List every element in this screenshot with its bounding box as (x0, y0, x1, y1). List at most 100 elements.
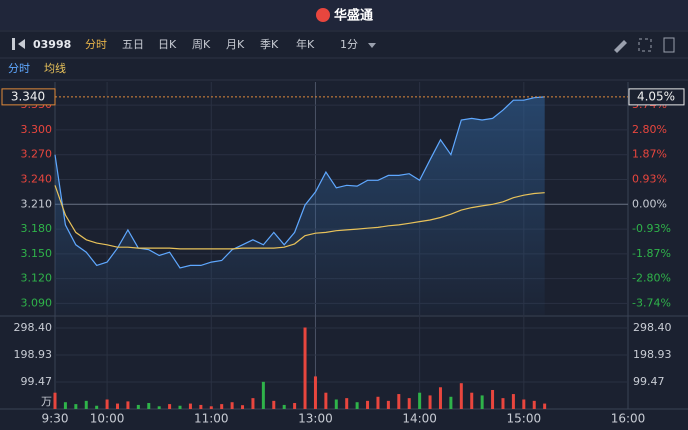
y2-tick-label: 0.00% (632, 197, 667, 210)
volume-bar (386, 400, 390, 409)
x-tick-label: 10:00 (90, 412, 125, 426)
y2-tick-label: 2.80% (632, 123, 667, 136)
tab[interactable]: 年K (296, 37, 315, 51)
x-tick-label: 14:00 (402, 412, 437, 426)
volume-bar (303, 327, 307, 409)
price-area (55, 96, 545, 316)
volume-bar (355, 402, 359, 409)
x-tick-label: 15:00 (507, 412, 542, 426)
x-tick-label: 13:00 (298, 412, 333, 426)
y-tick-label: 99.47 (21, 375, 53, 388)
legend-label: 分时 (8, 62, 30, 75)
tab[interactable]: 周K (192, 38, 211, 51)
y-tick-label: 3.150 (21, 247, 53, 260)
volume-bar (397, 394, 401, 409)
y2-tick-label: 198.93 (633, 348, 672, 361)
last-price-box (1, 88, 56, 106)
volume-bar (522, 399, 526, 409)
y-tick-label: 298.40 (14, 321, 53, 334)
volume-bar (209, 406, 213, 409)
logo-icon (316, 8, 330, 22)
volume-bar (53, 392, 57, 409)
y2-tick-label: -1.87% (632, 247, 671, 260)
volume-bar (324, 392, 328, 409)
stock-code: 03998 (33, 38, 71, 51)
y2-tick-label: 0.93% (632, 173, 667, 186)
last-change-label: 4.05% (637, 89, 675, 103)
volume-bar (188, 403, 192, 409)
header-bar (0, 0, 688, 30)
tab[interactable]: 日K (158, 38, 177, 51)
y-tick-label: 3.090 (21, 296, 53, 309)
dropdown-arrow[interactable] (368, 43, 376, 48)
volume-bar (313, 376, 317, 409)
volume-bar (470, 392, 474, 409)
volume-bar (334, 399, 338, 409)
volume-bar (168, 404, 172, 409)
y-tick-label: 3.270 (21, 148, 53, 161)
expand-icon[interactable] (638, 38, 652, 52)
settings-icon[interactable] (663, 37, 675, 53)
y-tick-label: 3.300 (21, 123, 53, 136)
tab[interactable]: 1分 (340, 38, 358, 51)
volume-bar (84, 400, 88, 409)
volume-bar (116, 403, 120, 409)
volume-bar (459, 383, 463, 409)
y-tick-label: 3.240 (21, 172, 53, 185)
volume-bar (428, 395, 432, 409)
x-tick-label: 9:30 (42, 412, 69, 426)
volume-bar (261, 381, 265, 409)
volume-bar (126, 401, 130, 409)
volume-bar (282, 404, 286, 409)
y-tick-label: 198.93 (14, 348, 53, 361)
y2-tick-label: 1.87% (632, 148, 667, 161)
volume-bar (480, 395, 484, 409)
volume-bar (272, 400, 276, 409)
volume-bar (136, 404, 140, 409)
volume-bar (532, 400, 536, 409)
volume-bar (491, 389, 495, 409)
volume-bar (438, 387, 442, 409)
volume-bar (366, 400, 370, 409)
volume-bar (449, 396, 453, 409)
price-line (54, 96, 545, 269)
volume-bar (407, 398, 411, 409)
logo-text: 华盛通 (334, 8, 373, 24)
panel-icon[interactable] (18, 39, 25, 49)
tab[interactable]: 季K (260, 38, 279, 51)
volume-bar (501, 398, 505, 409)
last-change-box (628, 88, 685, 106)
x-tick-label: 16:00 (611, 412, 646, 426)
y2-tick-label: -3.74% (632, 296, 671, 309)
draw-icon[interactable] (614, 40, 627, 53)
volume-bar (376, 396, 380, 409)
y-tick-label: 3.180 (21, 222, 53, 235)
volume-bar (105, 399, 109, 409)
volume-bar (63, 402, 67, 409)
y2-tick-label: 99.47 (633, 375, 665, 388)
volume-bar (293, 403, 297, 409)
volume-bar (178, 405, 182, 409)
x-tick-label: 11:00 (194, 412, 229, 426)
volume-bar (74, 404, 78, 409)
volume-bar (220, 404, 224, 409)
volume-bar (511, 394, 515, 409)
tab[interactable]: 五日 (122, 38, 144, 51)
volume-bar (230, 402, 234, 409)
y-tick-label: 3.210 (21, 197, 53, 210)
volume-bar (199, 404, 203, 409)
volume-bar (241, 405, 245, 409)
tab-group: 分时 五日 日K 周K 月K 季K 年K 1分 (85, 37, 358, 51)
last-price-label: 3.340 (11, 89, 45, 103)
volume-unit: 万 (41, 395, 52, 408)
y2-tick-label: -2.80% (632, 272, 671, 285)
legend-label: 均线 (44, 61, 66, 75)
volume-bar (418, 392, 422, 409)
tab[interactable]: 分时 (85, 38, 107, 51)
volume-bar (147, 403, 151, 409)
panel-icon[interactable] (12, 38, 15, 50)
volume-bar (157, 406, 161, 409)
y2-tick-label: 298.40 (633, 321, 672, 334)
tab[interactable]: 月K (226, 38, 245, 51)
